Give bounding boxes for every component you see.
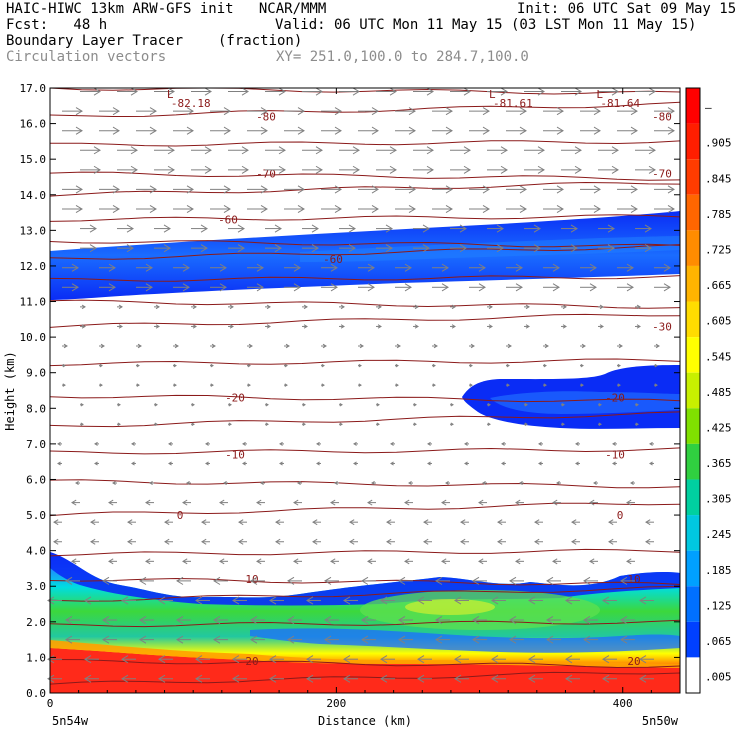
isotherm-line [50,480,680,488]
colorbar-label: .245 [705,528,732,541]
contour-label: -20 [605,392,625,405]
y-tick-label: 4.0 [26,545,46,558]
right-endpoint-label: 5n50w [642,714,679,728]
colorbar-label: – [705,101,712,114]
low-value: -81.61 [493,97,533,110]
colorbar-label: .785 [705,208,732,221]
contour-label: -80 [256,110,276,123]
colorbar-cell [686,337,700,373]
colorbar-label: .905 [705,137,732,150]
colorbar-label: .185 [705,564,732,577]
isotherm-line [50,314,680,327]
colorbar-cell [686,479,700,515]
colorbar-label: .425 [705,421,732,434]
colorbar-cell [686,88,700,124]
colorbar-label: .725 [705,243,732,256]
y-tick-label: 16.0 [20,118,47,131]
colorbar-label: .545 [705,350,732,363]
contour-label: -30 [652,320,672,333]
isotherm-line [50,102,680,116]
y-tick-label: 8.0 [26,402,46,415]
colorbar-cell [686,586,700,622]
colorbar-cell [686,657,700,693]
y-tick-label: 12.0 [20,260,47,273]
contour-label: -20 [225,392,245,405]
colorbar-cell [686,444,700,480]
isotherm-line [50,503,680,515]
isotherm-line [50,359,680,366]
x-tick-label: 400 [613,697,633,710]
y-tick-label: 10.0 [20,331,47,344]
x-axis-label: Distance (km) [318,714,412,728]
x-tick-label: 200 [326,697,346,710]
colorbar-cell [686,373,700,409]
colorbar-label: .065 [705,635,732,648]
colorbar-cell [686,622,700,658]
contour-label: 20 [245,655,258,668]
x-tick-label: 0 [47,697,54,710]
contour-label: 20 [627,655,640,668]
isotherm-line [50,549,680,556]
y-axis-label: Height (km) [3,351,17,430]
colorbar-cell [686,515,700,551]
low-value: -82.18 [171,97,211,110]
isotherm-line [50,172,680,180]
isotherm-line [50,300,680,308]
colorbar-cell [686,230,700,266]
y-tick-label: 1.0 [26,651,46,664]
y-tick-label: 15.0 [20,153,47,166]
colorbar-label: .665 [705,279,732,292]
contour-label: -10 [225,449,245,462]
y-tick-label: 11.0 [20,296,47,309]
colorbar-label: .305 [705,493,732,506]
isotherm-line [50,141,680,146]
low-value: -81.64 [600,97,640,110]
contour-label: 0 [617,509,624,522]
colorbar-cell [686,124,700,160]
colorbar-label: .485 [705,386,732,399]
colorbar-cell [686,408,700,444]
y-tick-label: 17.0 [20,82,47,95]
y-tick-label: 3.0 [26,580,46,593]
contour-label: -60 [218,214,238,227]
colorbar-cell [686,195,700,231]
boundary-layer-yellow-core [405,599,495,615]
contour-label: -60 [323,253,343,266]
colorbar-cell [686,302,700,338]
contour-label: -10 [605,449,625,462]
isotherm-line [50,88,680,94]
colorbar-label: .125 [705,599,732,612]
y-tick-label: 7.0 [26,438,46,451]
colorbar-cell [686,266,700,302]
colorbar: – .905 .845 .785 .725 .665 .605 .545 .485 .425 .36… [686,88,732,693]
contour-label: 10 [627,573,640,586]
y-tick-label: 2.0 [26,616,46,629]
colorbar-label: .605 [705,315,732,328]
colorbar-label: .365 [705,457,732,470]
left-endpoint-label: 5n54w [52,714,89,728]
y-tick-label: 14.0 [20,189,47,202]
isotherm-line [50,448,680,454]
y-tick-label: 13.0 [20,224,47,237]
colorbar-label: .005 [705,671,732,684]
y-tick-label: 0.0 [26,687,46,700]
contour-label: -80 [652,110,672,123]
colorbar-cell [686,159,700,195]
y-tick-label: 9.0 [26,367,46,380]
colorbar-cell [686,551,700,587]
y-tick-label: 5.0 [26,509,46,522]
colorbar-label: .845 [705,172,732,185]
y-tick-label: 6.0 [26,473,46,486]
contour-label: 0 [177,509,184,522]
